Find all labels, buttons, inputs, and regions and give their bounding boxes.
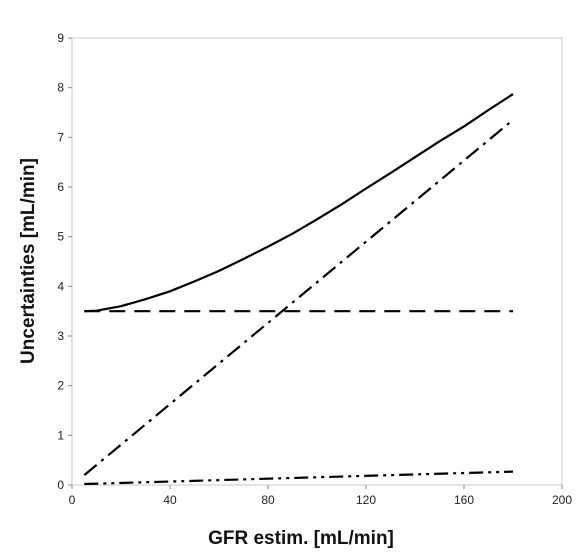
y-tick-label: 5	[57, 230, 64, 244]
y-tick-label: 0	[57, 478, 64, 492]
y-tick-label: 7	[57, 130, 64, 144]
y-tick-label: 1	[57, 428, 64, 442]
x-tick-label: 40	[163, 493, 177, 507]
series-line-solid	[84, 93, 514, 313]
y-tick-label: 8	[57, 81, 64, 95]
y-tick-label: 2	[57, 379, 64, 393]
series-line-dashdotdot	[84, 470, 514, 486]
plot-area	[71, 37, 563, 486]
tick-layer: 0 40 80 120 160 200 0 1 2 3 4 5 6 7 8 9	[57, 31, 572, 507]
x-tick-label: 0	[69, 493, 76, 507]
y-tick-label: 6	[57, 180, 64, 194]
y-tick-label: 3	[57, 329, 64, 343]
x-tick-label: 120	[356, 493, 376, 507]
x-tick-label: 160	[454, 493, 474, 507]
series-layer	[83, 93, 514, 486]
y-axis-title: Uncertainties [mL/min]	[18, 158, 39, 364]
y-tick-label: 9	[57, 31, 64, 45]
x-tick-label: 200	[552, 493, 572, 507]
y-tick-label: 4	[57, 279, 64, 293]
x-axis-title: GFR estim. [mL/min]	[208, 528, 394, 549]
x-tick-label: 80	[261, 493, 275, 507]
